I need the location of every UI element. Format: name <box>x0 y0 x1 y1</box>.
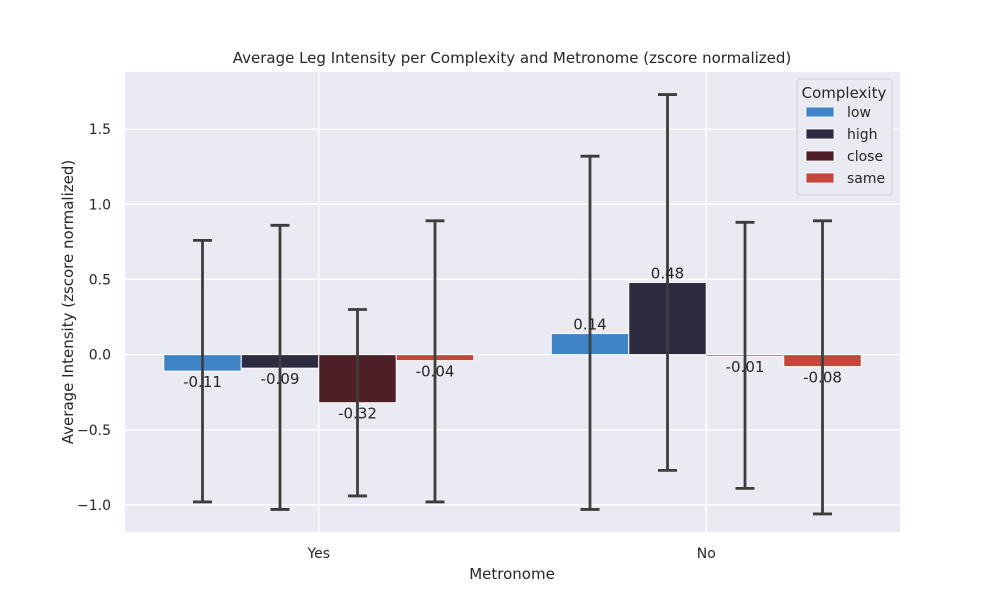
y-tick-label: 0.5 <box>89 272 111 288</box>
legend: Complexity low high close same <box>796 78 893 196</box>
legend-label-close: close <box>847 149 883 165</box>
legend-label-same: same <box>847 171 885 187</box>
data-labels: -0.11 -0.09 -0.32 -0.04 0.14 0.48 -0.01 -0.08 <box>183 264 842 422</box>
y-tick-label: 1.5 <box>89 122 111 138</box>
data-label-high-no: 0.48 <box>651 264 684 282</box>
legend-label-high: high <box>847 127 878 143</box>
data-label-high-yes: -0.09 <box>261 370 300 388</box>
data-label-close-yes: -0.32 <box>338 405 377 423</box>
legend-swatch-same <box>805 172 835 184</box>
data-label-same-yes: -0.04 <box>416 363 455 381</box>
x-tick-label: No <box>697 546 716 562</box>
legend-swatch-high <box>805 128 835 140</box>
chart-title: Average Leg Intensity per Complexity and… <box>233 49 792 67</box>
y-tick-label: −1.0 <box>77 498 111 514</box>
y-axis-title: Average Intensity (zscore normalized) <box>59 160 77 444</box>
legend-items: low high close same <box>805 105 885 187</box>
data-label-low-yes: -0.11 <box>183 373 222 391</box>
y-tick-label: 1.0 <box>89 197 111 213</box>
data-label-close-no: -0.01 <box>726 358 765 376</box>
y-axis-ticks: −1.0 −0.5 0.0 0.5 1.0 1.5 <box>77 122 111 514</box>
data-label-same-no: -0.08 <box>803 369 842 387</box>
x-axis-title: Metronome <box>469 565 555 583</box>
legend-label-low: low <box>847 105 871 121</box>
plot-background <box>125 72 900 532</box>
data-label-low-no: 0.14 <box>573 316 606 334</box>
y-tick-label: −0.5 <box>77 423 111 439</box>
x-axis-ticks: Yes No <box>306 546 715 562</box>
legend-swatch-low <box>805 106 835 118</box>
legend-swatch-close <box>805 150 835 162</box>
y-tick-label: 0.0 <box>89 348 111 364</box>
legend-title: Complexity <box>802 84 887 102</box>
error-bars <box>193 93 832 516</box>
x-tick-label: Yes <box>306 546 330 562</box>
